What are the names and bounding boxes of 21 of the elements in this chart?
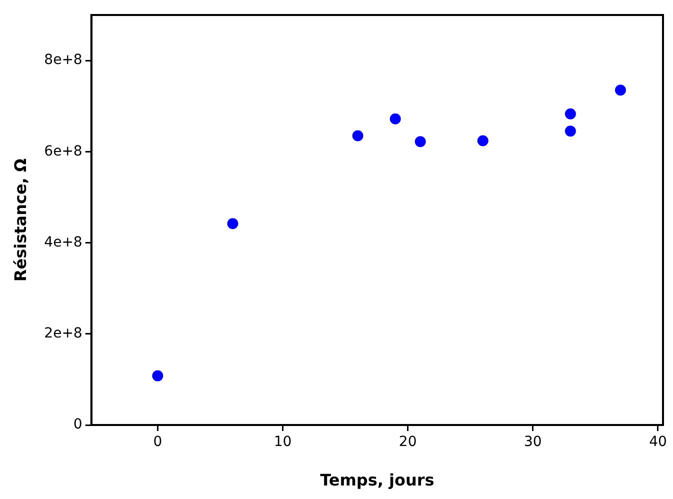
point [390, 113, 401, 124]
x-tick-label: 10 [274, 434, 292, 450]
x-tick-label: 0 [153, 434, 162, 450]
point [227, 218, 238, 230]
y-axis-title: Résistance, Ω [10, 158, 30, 282]
point [477, 135, 488, 146]
x-axis-title: Temps, jours [320, 470, 434, 490]
point [614, 84, 626, 96]
x-tick-label: 40 [649, 434, 667, 450]
point [352, 130, 364, 142]
x-tick-label: 20 [398, 434, 417, 450]
x-tick-label: 30 [524, 434, 542, 450]
y-tick-label: 6e+8 [44, 143, 82, 160]
point [414, 136, 426, 148]
y-tick-label: 8e+8 [44, 52, 82, 68]
y-tick-label: 4e+8 [44, 234, 82, 250]
point [564, 108, 576, 120]
y-tick-label: 2e+8 [44, 326, 82, 342]
y-tick-label: 0 [73, 416, 82, 433]
point [152, 370, 164, 382]
point [564, 126, 576, 137]
